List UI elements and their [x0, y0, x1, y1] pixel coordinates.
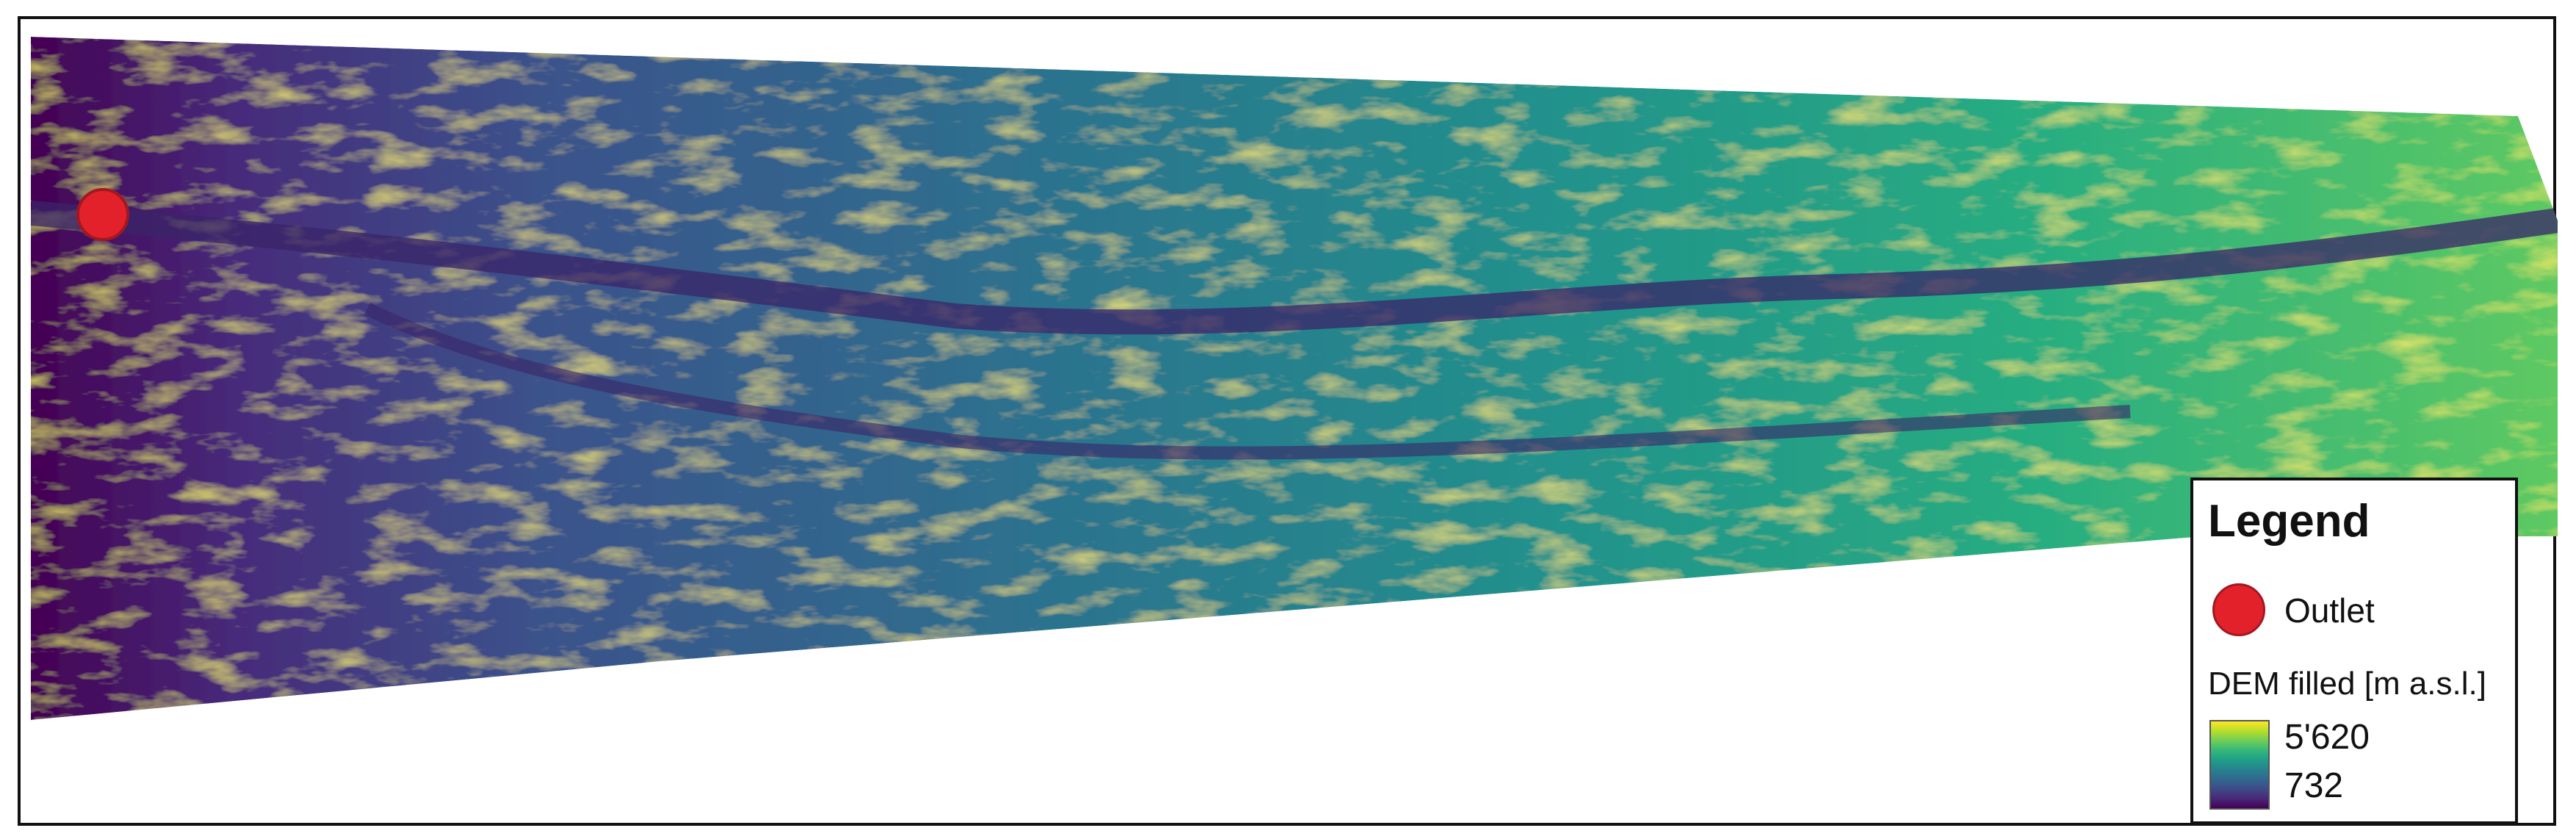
dem-legend-title: DEM filled [m a.s.l.] — [2208, 666, 2486, 702]
outlet-symbol-icon — [2212, 583, 2265, 636]
outlet-label: Outlet — [2284, 591, 2375, 630]
outlet-marker — [76, 188, 129, 241]
tributary-valley — [364, 302, 2131, 460]
dem-color-ramp — [2209, 720, 2270, 810]
dem-min-label: 732 — [2284, 766, 2344, 805]
legend: Legend Outlet DEM filled [m a.s.l.] 5'62… — [2190, 478, 2518, 824]
legend-title: Legend — [2208, 496, 2370, 547]
dem-max-label: 5'620 — [2284, 718, 2370, 757]
main-valley — [31, 201, 2558, 335]
dem-elevation-surface — [31, 37, 2558, 720]
